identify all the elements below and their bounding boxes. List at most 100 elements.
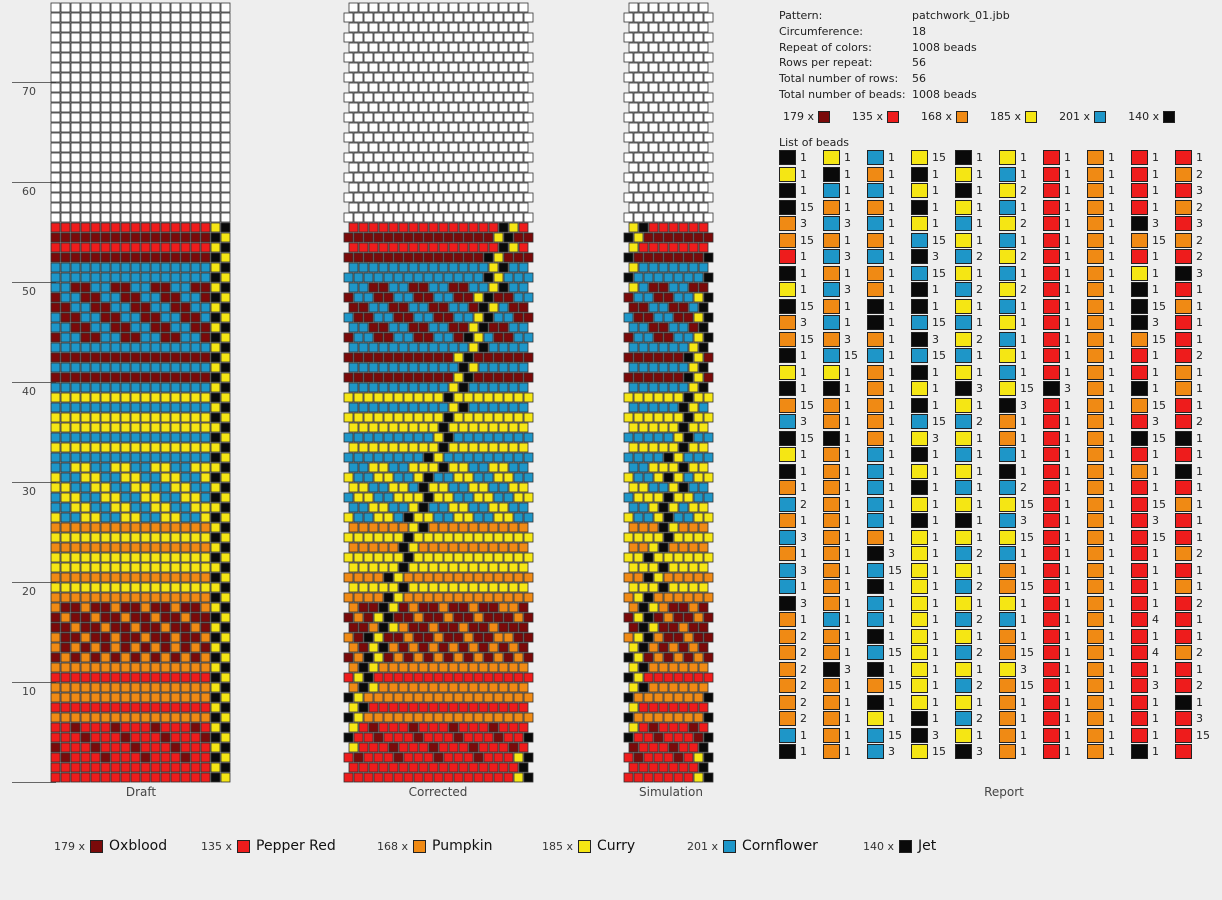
bead-cell[interactable]	[80, 462, 91, 473]
bead-cell[interactable]	[190, 362, 201, 373]
bead-cell[interactable]	[683, 52, 694, 63]
bead-cell[interactable]	[383, 32, 394, 43]
bead-cell[interactable]	[378, 322, 389, 333]
bead-cell[interactable]	[348, 62, 359, 73]
bead-cell[interactable]	[703, 332, 714, 343]
bead-cell[interactable]	[110, 722, 121, 733]
bead-cell[interactable]	[220, 512, 231, 523]
bead-cell[interactable]	[408, 162, 419, 173]
bead-cell[interactable]	[80, 102, 91, 113]
bead-cell[interactable]	[100, 42, 111, 53]
bead-cell[interactable]	[623, 132, 634, 143]
bead-cell[interactable]	[673, 572, 684, 583]
bead-cell[interactable]	[50, 602, 61, 613]
bead-cell[interactable]	[493, 252, 504, 263]
bead-cell[interactable]	[518, 502, 529, 513]
bead-cell[interactable]	[150, 562, 161, 573]
bead-cell[interactable]	[220, 302, 231, 313]
bead-cell[interactable]	[100, 302, 111, 313]
bead-cell[interactable]	[190, 472, 201, 483]
bead-cell[interactable]	[658, 362, 669, 373]
bead-cell[interactable]	[418, 682, 429, 693]
bead-cell[interactable]	[130, 632, 141, 643]
bead-cell[interactable]	[180, 172, 191, 183]
bead-cell[interactable]	[80, 62, 91, 73]
bead-cell[interactable]	[190, 752, 201, 763]
bead-cell[interactable]	[80, 612, 91, 623]
bead-cell[interactable]	[170, 602, 181, 613]
bead-cell[interactable]	[498, 222, 509, 233]
bead-cell[interactable]	[190, 482, 201, 493]
bead-cell[interactable]	[80, 582, 91, 593]
bead-cell[interactable]	[70, 212, 81, 223]
bead-cell[interactable]	[220, 312, 231, 323]
bead-cell[interactable]	[393, 592, 404, 603]
bead-cell[interactable]	[378, 662, 389, 673]
bead-cell[interactable]	[438, 502, 449, 513]
bead-cell[interactable]	[200, 712, 211, 723]
bead-cell[interactable]	[140, 102, 151, 113]
bead-cell[interactable]	[683, 432, 694, 443]
bead-cell[interactable]	[140, 112, 151, 123]
bead-cell[interactable]	[110, 732, 121, 743]
bead-cell[interactable]	[478, 482, 489, 493]
bead-cell[interactable]	[90, 392, 101, 403]
bead-cell[interactable]	[683, 632, 694, 643]
bead-cell[interactable]	[110, 222, 121, 233]
bead-cell[interactable]	[50, 642, 61, 653]
bead-cell[interactable]	[50, 442, 61, 453]
bead-cell[interactable]	[673, 52, 684, 63]
bead-cell[interactable]	[50, 762, 61, 773]
bead-cell[interactable]	[70, 272, 81, 283]
bead-cell[interactable]	[508, 2, 519, 13]
bead-cell[interactable]	[423, 752, 434, 763]
bead-cell[interactable]	[80, 22, 91, 33]
bead-cell[interactable]	[150, 662, 161, 673]
bead-cell[interactable]	[100, 712, 111, 723]
bead-cell[interactable]	[433, 672, 444, 683]
bead-cell[interactable]	[170, 392, 181, 403]
bead-cell[interactable]	[160, 302, 171, 313]
bead-cell[interactable]	[60, 582, 71, 593]
bead-cell[interactable]	[358, 402, 369, 413]
bead-cell[interactable]	[70, 602, 81, 613]
bead-cell[interactable]	[220, 712, 231, 723]
bead-cell[interactable]	[623, 692, 634, 703]
bead-cell[interactable]	[388, 702, 399, 713]
bead-cell[interactable]	[150, 712, 161, 723]
bead-cell[interactable]	[50, 682, 61, 693]
bead-cell[interactable]	[180, 762, 191, 773]
bead-cell[interactable]	[100, 472, 111, 483]
bead-cell[interactable]	[403, 232, 414, 243]
bead-cell[interactable]	[220, 612, 231, 623]
bead-cell[interactable]	[703, 692, 714, 703]
bead-cell[interactable]	[468, 122, 479, 133]
bead-cell[interactable]	[698, 182, 709, 193]
bead-cell[interactable]	[60, 12, 71, 23]
bead-cell[interactable]	[443, 52, 454, 63]
bead-cell[interactable]	[638, 522, 649, 533]
bead-cell[interactable]	[368, 302, 379, 313]
bead-cell[interactable]	[363, 112, 374, 123]
bead-cell[interactable]	[493, 692, 504, 703]
bead-cell[interactable]	[220, 142, 231, 153]
bead-cell[interactable]	[210, 522, 221, 533]
bead-cell[interactable]	[673, 252, 684, 263]
bead-cell[interactable]	[458, 582, 469, 593]
bead-cell[interactable]	[110, 662, 121, 673]
bead-cell[interactable]	[463, 732, 474, 743]
bead-cell[interactable]	[100, 762, 111, 773]
bead-cell[interactable]	[220, 262, 231, 273]
bead-cell[interactable]	[683, 712, 694, 723]
bead-cell[interactable]	[403, 652, 414, 663]
bead-cell[interactable]	[488, 382, 499, 393]
bead-cell[interactable]	[478, 142, 489, 153]
bead-cell[interactable]	[523, 752, 534, 763]
bead-cell[interactable]	[120, 92, 131, 103]
bead-cell[interactable]	[120, 312, 131, 323]
bead-cell[interactable]	[638, 322, 649, 333]
bead-cell[interactable]	[658, 642, 669, 653]
bead-cell[interactable]	[70, 172, 81, 183]
bead-cell[interactable]	[200, 172, 211, 183]
bead-cell[interactable]	[170, 62, 181, 73]
